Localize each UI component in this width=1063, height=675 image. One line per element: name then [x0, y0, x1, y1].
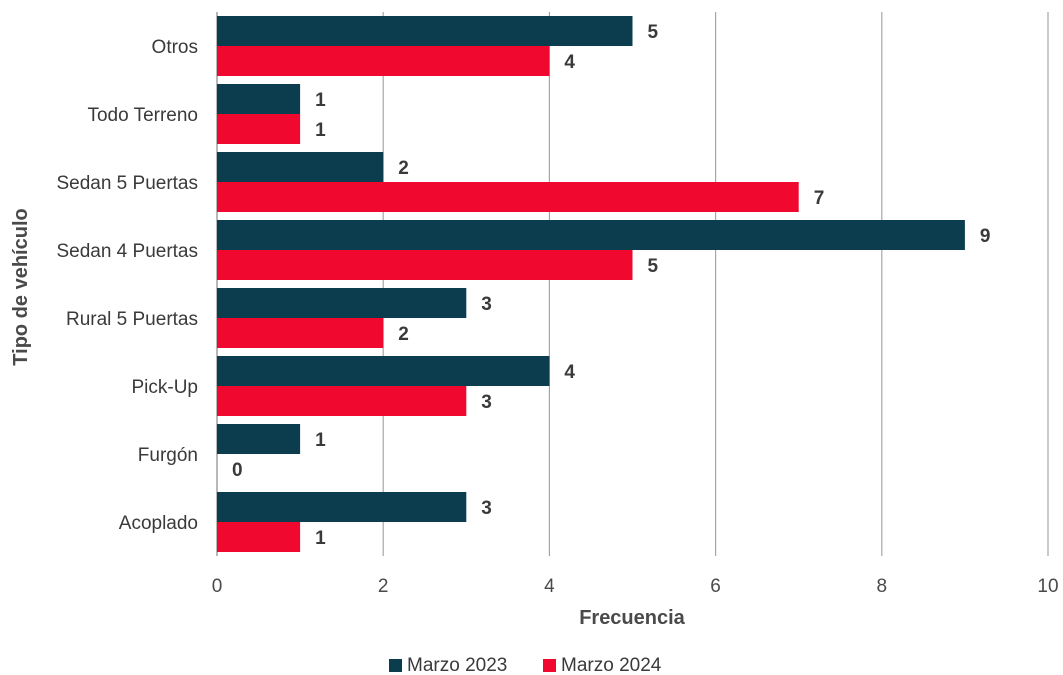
data-label-todo-terreno-marzo-2023: 1: [315, 90, 326, 111]
data-label-furgon-marzo-2024: 0: [232, 460, 243, 481]
x-tick-labels: 0 2 4 6 8 10: [212, 576, 1059, 597]
category-label-furgon: Furgón: [138, 445, 198, 466]
x-tick-label: 8: [877, 576, 888, 597]
data-label-rural-5-puertas-marzo-2024: 2: [398, 324, 409, 345]
bar-pick-up-marzo-2023: [217, 356, 550, 386]
category-label-sedan-4-puertas: Sedan 4 Puertas: [56, 241, 198, 262]
data-label-acoplado-marzo-2024: 1: [315, 528, 326, 549]
category-label-pick-up: Pick-Up: [131, 377, 198, 398]
category-label-rural-5-puertas: Rural 5 Puertas: [66, 309, 198, 330]
data-label-pick-up-marzo-2024: 3: [481, 392, 492, 413]
y-axis-title: Tipo de vehículo: [10, 208, 32, 365]
bar-otros-marzo-2024: [217, 46, 550, 76]
category-label-sedan-5-puertas: Sedan 5 Puertas: [56, 173, 198, 194]
data-label-rural-5-puertas-marzo-2023: 3: [481, 294, 492, 315]
bars: [217, 16, 965, 552]
bar-otros-marzo-2023: [217, 16, 633, 46]
legend-swatch-marzo-2023: [389, 659, 402, 672]
bar-rural-5-puertas-marzo-2024: [217, 318, 384, 348]
data-label-todo-terreno-marzo-2024: 1: [315, 120, 326, 141]
bar-pick-up-marzo-2024: [217, 386, 467, 416]
data-label-acoplado-marzo-2023: 3: [481, 498, 492, 519]
bar-todo-terreno-marzo-2023: [217, 84, 301, 114]
x-tick-label: 10: [1037, 576, 1058, 597]
x-tick-label: 4: [544, 576, 555, 597]
bar-sedan-4-puertas-marzo-2023: [217, 220, 965, 250]
bar-sedan-4-puertas-marzo-2024: [217, 250, 633, 280]
bar-todo-terreno-marzo-2024: [217, 114, 301, 144]
bar-sedan-5-puertas-marzo-2023: [217, 152, 384, 182]
x-tick-label: 0: [212, 576, 223, 597]
gridlines: [216, 12, 1049, 556]
data-label-otros-marzo-2024: 4: [564, 52, 575, 73]
legend-swatch-marzo-2024: [543, 659, 556, 672]
legend: Marzo 2023 Marzo 2024: [389, 655, 662, 675]
x-axis-title: Frecuencia: [579, 607, 685, 629]
data-label-sedan-5-puertas-marzo-2023: 2: [398, 158, 409, 179]
x-tick-label: 6: [710, 576, 721, 597]
bar-acoplado-marzo-2024: [217, 522, 301, 552]
bar-furgon-marzo-2023: [217, 424, 301, 454]
category-labels: Otros Todo Terreno Sedan 5 Puertas Sedan 4 …: [56, 37, 198, 534]
legend-label-marzo-2024: Marzo 2024: [561, 655, 662, 675]
bar-rural-5-puertas-marzo-2023: [217, 288, 467, 318]
data-label-pick-up-marzo-2023: 4: [564, 362, 575, 383]
bar-acoplado-marzo-2023: [217, 492, 467, 522]
legend-label-marzo-2023: Marzo 2023: [407, 655, 507, 675]
x-tick-label: 2: [378, 576, 389, 597]
bar-sedan-5-puertas-marzo-2024: [217, 182, 799, 212]
data-label-furgon-marzo-2023: 1: [315, 430, 326, 451]
category-label-otros: Otros: [152, 37, 198, 58]
category-label-acoplado: Acoplado: [119, 513, 198, 534]
data-label-otros-marzo-2023: 5: [648, 22, 659, 43]
data-labels: 5 4 1 1 2 7 9 5 3 2 4 3 1 0 3 1: [232, 22, 990, 549]
category-label-todo-terreno: Todo Terreno: [87, 105, 198, 126]
data-label-sedan-4-puertas-marzo-2024: 5: [648, 256, 659, 277]
data-label-sedan-5-puertas-marzo-2024: 7: [814, 188, 825, 209]
data-label-sedan-4-puertas-marzo-2023: 9: [980, 226, 991, 247]
